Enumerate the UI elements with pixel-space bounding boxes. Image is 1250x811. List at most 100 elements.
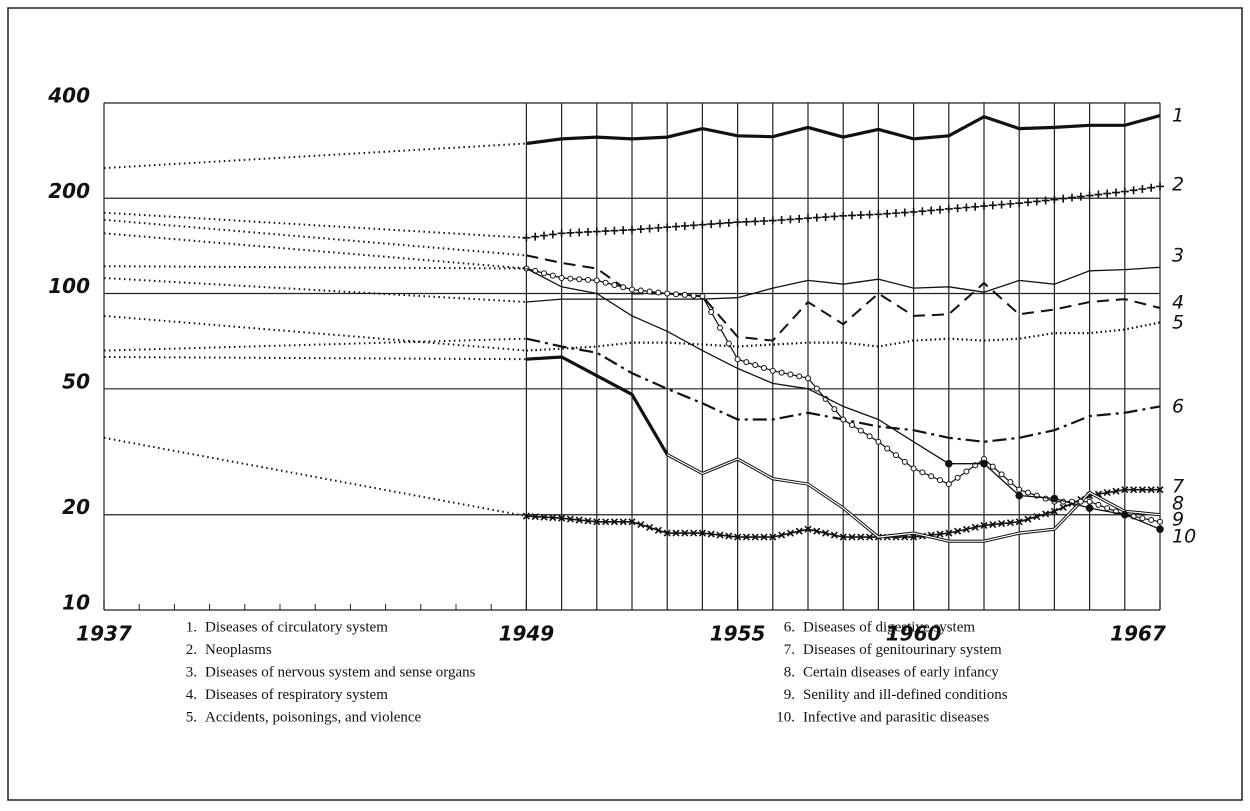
series-label: 7	[1172, 476, 1184, 498]
series-label: 3	[1172, 245, 1184, 267]
marker	[839, 211, 848, 220]
marker	[751, 217, 760, 226]
dotted-extrapolation	[103, 265, 527, 270]
frame	[7, 7, 1243, 801]
marker	[585, 276, 591, 283]
marker	[1015, 518, 1023, 526]
marker	[786, 529, 794, 537]
marker	[733, 218, 742, 227]
marker	[619, 518, 627, 526]
dotted-extrapolation	[103, 356, 527, 361]
marker	[777, 216, 786, 225]
legend-label: Diseases of genitourinary system	[803, 642, 1002, 658]
marker	[708, 309, 715, 316]
marker	[1024, 198, 1032, 207]
legend-number: 1.	[186, 619, 197, 635]
dotted-extrapolation	[103, 314, 527, 352]
marker	[575, 516, 583, 524]
marker	[812, 213, 821, 222]
marker	[549, 514, 557, 522]
marker	[690, 292, 697, 299]
marker	[980, 521, 988, 530]
dotted-extrapolation	[103, 436, 527, 518]
legend-number: 6.	[784, 619, 795, 635]
marker	[629, 286, 635, 293]
legend-number: 5.	[186, 709, 197, 725]
marker	[761, 364, 767, 371]
marker	[1157, 518, 1163, 525]
marker	[698, 220, 707, 229]
marker	[558, 514, 566, 522]
marker	[1076, 192, 1085, 201]
marker	[1156, 486, 1164, 494]
x-tick-label: 1960	[886, 622, 942, 646]
marker	[707, 530, 715, 538]
marker	[724, 218, 733, 227]
marker	[944, 204, 953, 213]
marker	[830, 531, 838, 539]
marker	[866, 433, 873, 440]
marker	[548, 230, 557, 239]
x-tick-label: 1937	[76, 622, 132, 646]
marker	[655, 289, 662, 296]
marker	[769, 367, 776, 374]
marker	[849, 422, 855, 429]
series-label: 5	[1172, 312, 1184, 334]
legend-label: Diseases of nervous system and sense org…	[205, 664, 476, 680]
legend-label: Accidents, poisonings, and violence	[205, 709, 422, 725]
marker	[576, 276, 583, 283]
marker	[954, 474, 961, 481]
marker	[707, 220, 716, 229]
marker	[962, 203, 971, 212]
marker	[945, 481, 952, 488]
marker	[645, 224, 654, 233]
marker	[1086, 498, 1093, 505]
marker	[857, 427, 864, 434]
marker	[610, 226, 619, 235]
marker	[1032, 197, 1041, 206]
marker	[813, 385, 820, 392]
legend-number: 8.	[784, 664, 795, 680]
marker	[813, 527, 821, 535]
marker	[1007, 479, 1014, 486]
marker	[699, 293, 706, 300]
marker	[540, 513, 548, 521]
series-label: 6	[1172, 396, 1184, 418]
marker	[822, 529, 830, 537]
marker	[628, 225, 636, 234]
marker	[593, 518, 601, 526]
marker	[672, 529, 680, 537]
marker	[742, 217, 751, 226]
marker	[1016, 486, 1023, 493]
y-tick-label: 20	[62, 495, 90, 519]
marker	[601, 227, 610, 236]
marker	[804, 214, 812, 223]
marker	[1138, 486, 1146, 494]
marker	[1085, 504, 1094, 512]
marker	[557, 229, 566, 238]
marker	[752, 362, 759, 369]
marker	[778, 531, 786, 539]
marker	[937, 477, 943, 484]
marker	[989, 520, 997, 529]
marker	[558, 274, 565, 281]
marker	[1103, 489, 1111, 497]
marker	[611, 281, 618, 288]
marker	[1085, 191, 1094, 200]
marker	[778, 369, 785, 376]
marker	[963, 468, 970, 475]
marker	[716, 531, 724, 539]
legend-label: Neoplasms	[205, 642, 272, 658]
marker	[874, 210, 883, 219]
marker	[962, 525, 970, 533]
marker	[610, 518, 618, 526]
marker	[646, 288, 653, 295]
dotted-extrapolation	[103, 211, 527, 239]
marker	[830, 212, 839, 221]
marker	[680, 221, 689, 230]
marker	[918, 207, 927, 216]
legend-number: 4.	[186, 687, 197, 703]
marker	[769, 533, 777, 541]
marker	[663, 529, 671, 537]
series-line	[526, 114, 1161, 146]
